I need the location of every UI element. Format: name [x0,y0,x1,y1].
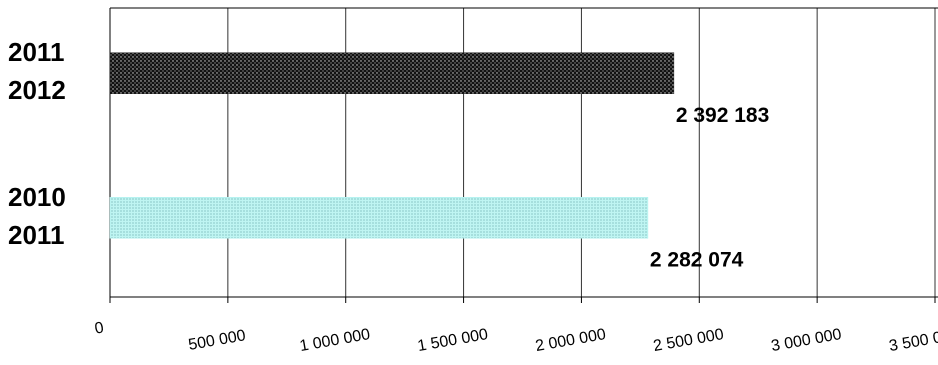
category-label: 2010 2011 [8,181,66,250]
x-tick-label: 1 500 000 [416,326,489,355]
x-tick-label: 0 [93,319,105,337]
bar [109,52,675,94]
x-tick-label: 3 000 000 [770,326,843,355]
category-label: 2011 2012 [8,37,66,106]
x-tick-label: 3 500 000 [888,326,938,355]
x-tick-label: 1 000 000 [298,326,371,355]
value-label: 2 282 074 [650,248,744,271]
x-tick-label: 500 000 [187,327,247,354]
value-label: 2 392 183 [676,104,769,127]
bar [109,197,649,239]
x-tick-label: 2 000 000 [534,326,607,355]
x-tick-label: 2 500 000 [652,326,725,355]
